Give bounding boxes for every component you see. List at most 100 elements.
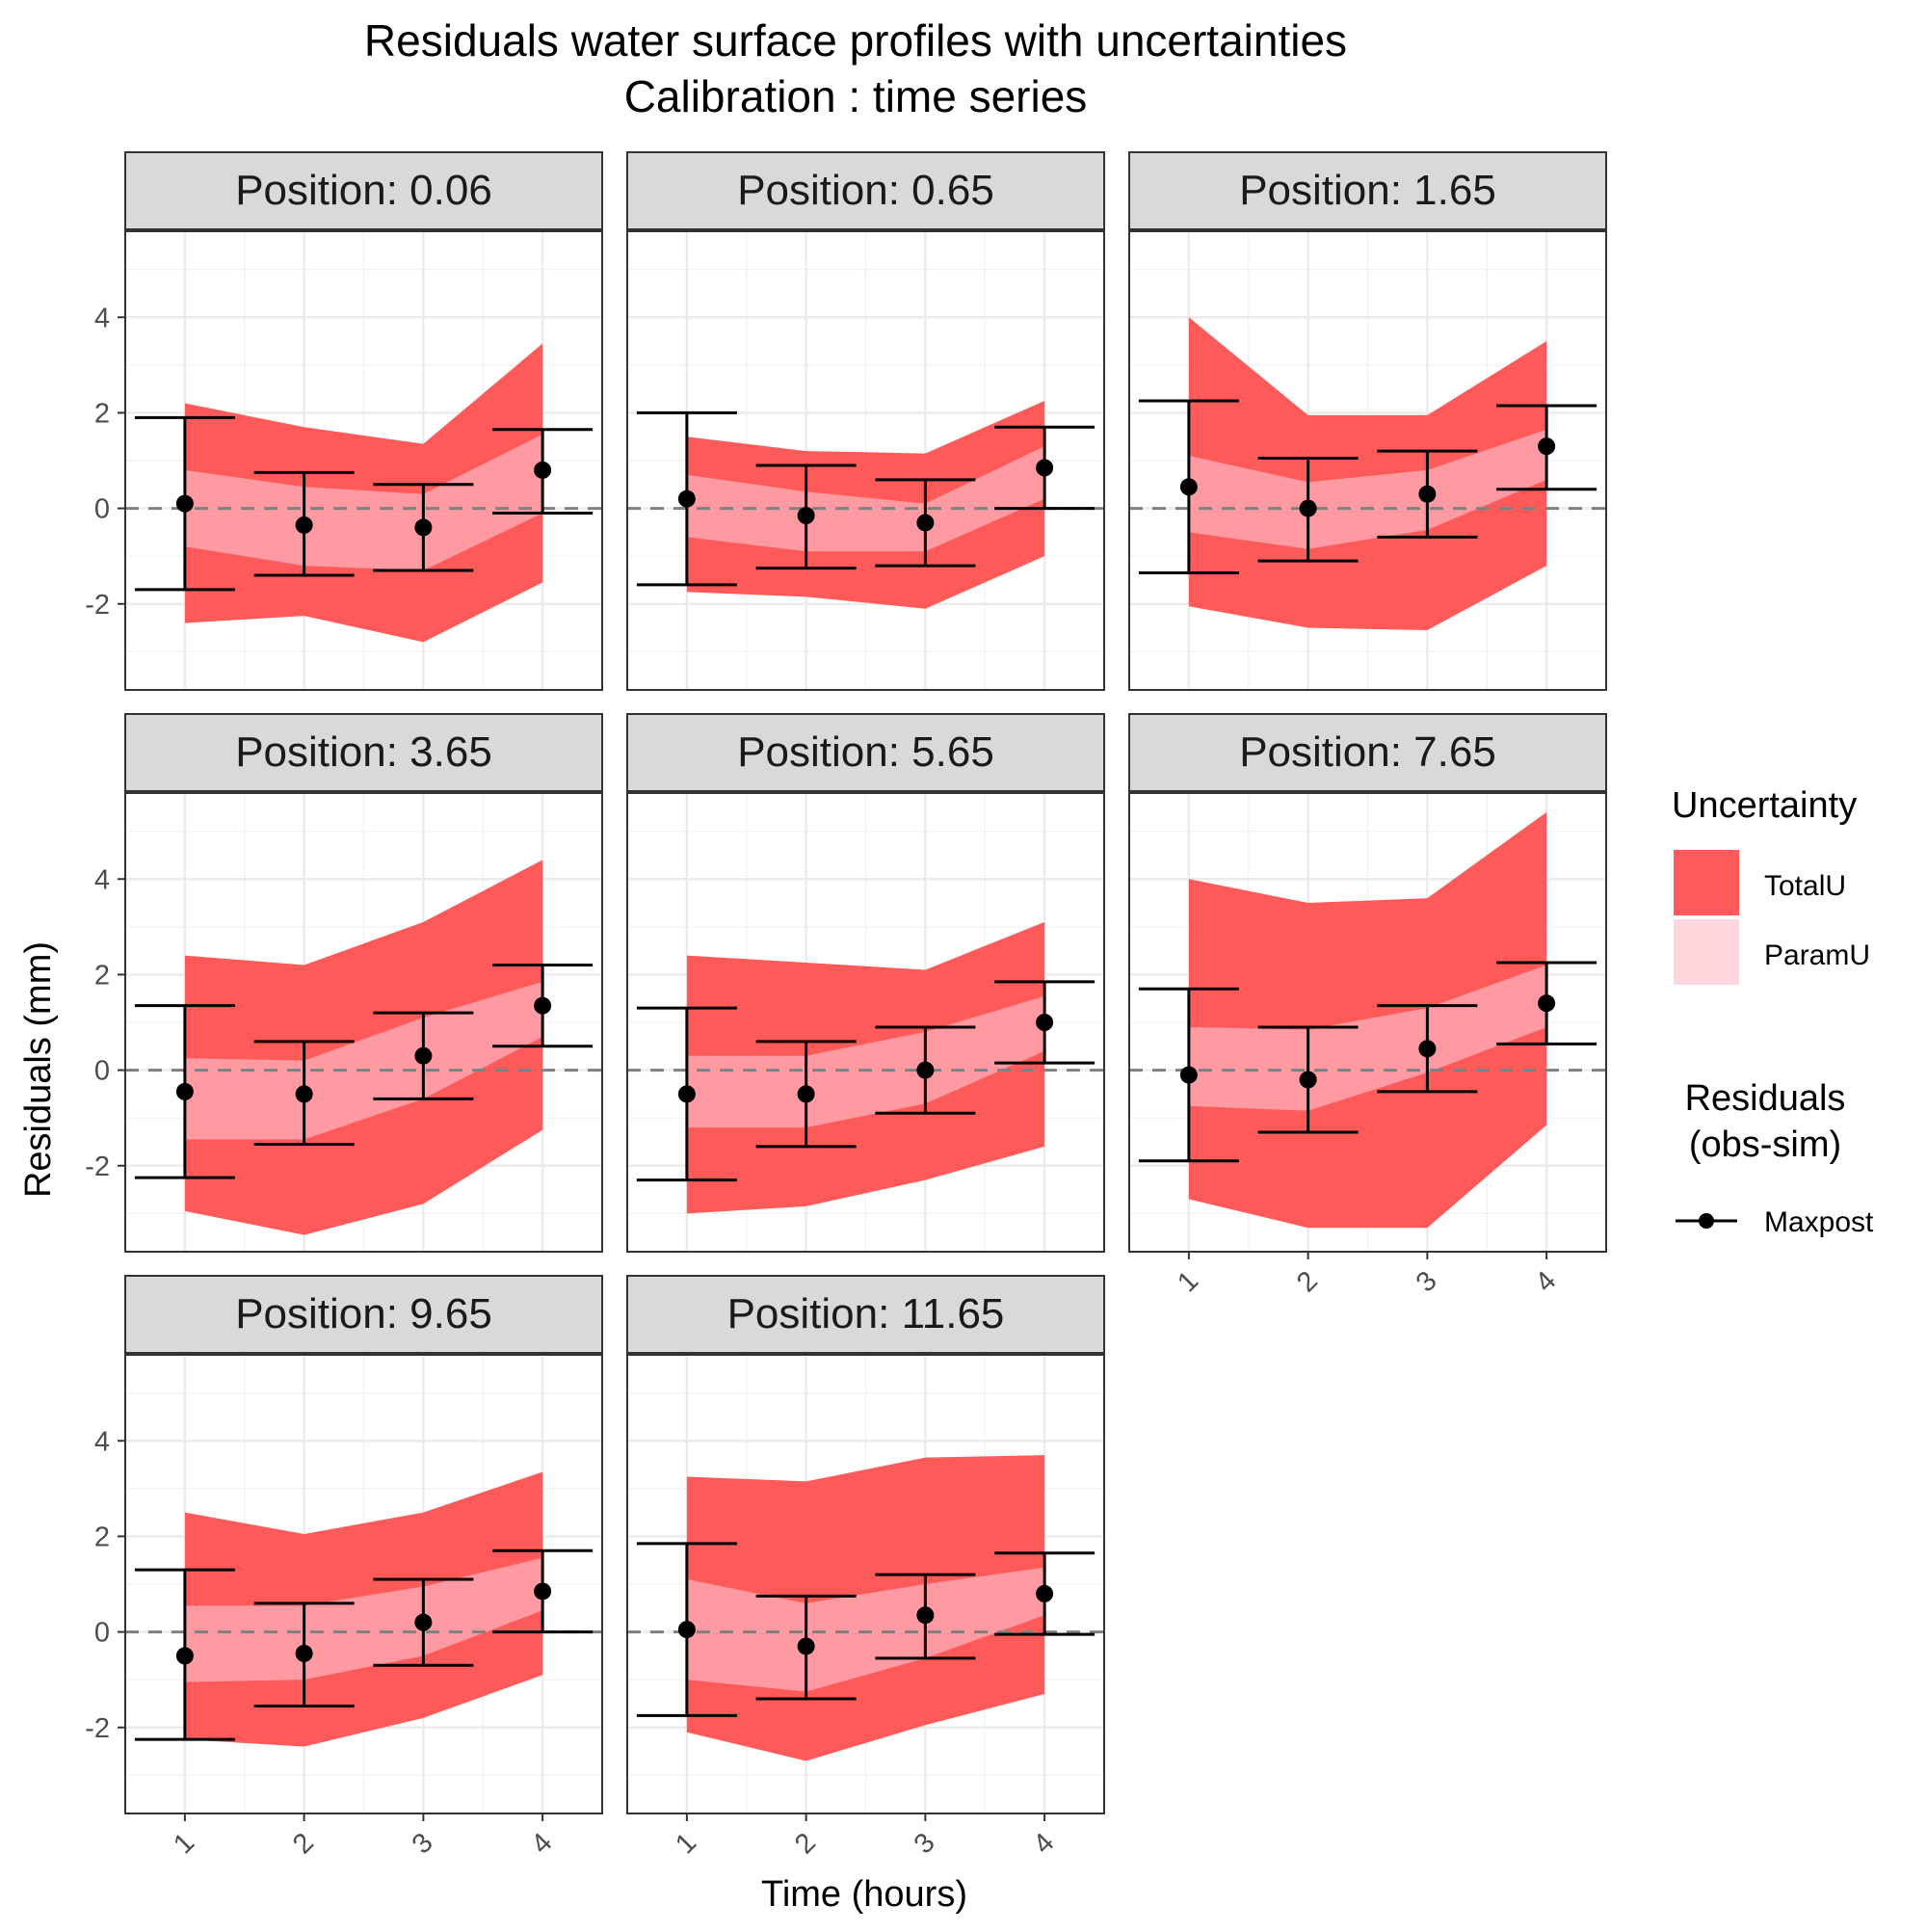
facet-panels: Position: 0.06 4 2 0 -2 Position: 0.65 Positio… xyxy=(85,151,1607,1860)
paramu-band xyxy=(184,434,543,571)
facet-strip xyxy=(124,713,603,792)
facet-strip-label: Position: 0.65 xyxy=(737,167,994,214)
legend-label-maxpost: Maxpost xyxy=(1764,1206,1874,1238)
maxpost-point xyxy=(414,1613,433,1631)
y-tick-label: -2 xyxy=(85,1151,110,1182)
maxpost-point xyxy=(677,1085,696,1103)
maxpost-point xyxy=(295,516,313,534)
facet-panel: Position: 5.65 xyxy=(626,713,1105,1253)
y-tick-label: 2 xyxy=(94,960,110,991)
facet-strip-label: Position: 3.65 xyxy=(235,728,492,776)
y-tick-label: 4 xyxy=(94,864,110,895)
panel-border xyxy=(1128,792,1607,1253)
maxpost-point xyxy=(1538,994,1556,1013)
maxpost-point xyxy=(797,1637,815,1655)
maxpost-point xyxy=(175,1647,194,1665)
maxpost-point xyxy=(677,490,696,508)
facet-strip-label: Position: 5.65 xyxy=(737,728,994,776)
panel-border xyxy=(626,792,1105,1253)
maxpost-point xyxy=(534,996,552,1015)
facet-strip-label: Position: 0.06 xyxy=(235,167,492,214)
panel-border xyxy=(124,230,603,691)
maxpost-point xyxy=(916,514,935,532)
paramu-band xyxy=(686,995,1045,1128)
facet-strip xyxy=(124,1275,603,1354)
maxpost-point xyxy=(797,507,815,525)
facet-strip xyxy=(626,713,1105,792)
legend-residuals-title: Residuals xyxy=(1685,1078,1846,1119)
panel-border xyxy=(626,230,1105,691)
facet-strip-label: Position: 11.65 xyxy=(727,1290,1005,1337)
y-tick-label: 4 xyxy=(94,1426,110,1457)
facet-strip-label: Position: 9.65 xyxy=(235,1290,492,1337)
x-axis-label: Time (hours) xyxy=(761,1874,967,1915)
legend-label-paramu: ParamU xyxy=(1764,940,1870,971)
paramu-band xyxy=(686,1567,1045,1692)
panel-border xyxy=(124,792,603,1253)
y-tick-label: 0 xyxy=(94,1056,110,1087)
y-tick-label: 2 xyxy=(94,398,110,429)
y-tick-label: 0 xyxy=(94,494,110,525)
facet-panel: Position: 0.65 xyxy=(626,151,1105,691)
facet-strip xyxy=(124,151,603,230)
maxpost-point xyxy=(797,1085,815,1103)
maxpost-point xyxy=(677,1621,696,1639)
panel-border xyxy=(124,1354,603,1814)
maxpost-point xyxy=(295,1085,313,1103)
maxpost-point xyxy=(414,518,433,537)
maxpost-point xyxy=(295,1644,313,1662)
maxpost-point xyxy=(1036,1584,1054,1602)
y-tick-label: -2 xyxy=(85,590,110,621)
facet-panel: Position: 7.651 2 3 4 xyxy=(1128,713,1607,1298)
y-axis-label: Residuals (mm) xyxy=(18,941,59,1198)
paramu-band xyxy=(184,1557,543,1682)
legend-label-totalu: TotalU xyxy=(1764,870,1846,902)
facet-strip xyxy=(626,151,1105,230)
maxpost-point xyxy=(1036,459,1054,477)
facet-strip xyxy=(626,1275,1105,1354)
paramu-band xyxy=(1188,965,1547,1111)
maxpost-point xyxy=(1299,499,1317,517)
facet-strip xyxy=(1128,713,1607,792)
facet-strip xyxy=(1128,151,1607,230)
y-tick-label: 0 xyxy=(94,1618,110,1649)
facet-panel: Position: 3.65 4 2 0 -2 xyxy=(85,713,603,1253)
maxpost-point xyxy=(1418,485,1437,503)
facet-panel: Position: 0.06 4 2 0 -2 xyxy=(85,151,603,691)
legend-uncertainty-title: Uncertainty xyxy=(1672,785,1857,826)
legend-residuals-title-line2: (obs-sim) xyxy=(1689,1125,1841,1165)
chart-subtitle: Calibration : time series xyxy=(624,71,1088,121)
maxpost-point xyxy=(534,461,552,479)
maxpost-point xyxy=(175,494,194,513)
panel-border xyxy=(1128,230,1607,691)
legend-maxpost-point xyxy=(1699,1213,1714,1229)
y-tick-label: 4 xyxy=(94,303,110,333)
facet-strip-label: Position: 7.65 xyxy=(1239,728,1496,776)
maxpost-point xyxy=(1179,478,1198,496)
panel-border xyxy=(626,1354,1105,1814)
maxpost-point xyxy=(1538,437,1556,456)
maxpost-point xyxy=(534,1582,552,1601)
paramu-band xyxy=(184,981,543,1140)
chart-title: Residuals water surface profiles with un… xyxy=(364,15,1347,66)
paramu-band xyxy=(686,446,1045,552)
maxpost-point xyxy=(1036,1014,1054,1031)
facet-panel: Position: 1.65 xyxy=(1128,151,1607,691)
maxpost-point xyxy=(414,1046,433,1065)
maxpost-point xyxy=(1418,1040,1437,1058)
legend: Uncertainty TotalU ParamU Residuals (obs… xyxy=(1672,785,1874,1238)
maxpost-point xyxy=(1179,1066,1198,1084)
maxpost-point xyxy=(175,1082,194,1100)
facet-strip-label: Position: 1.65 xyxy=(1239,167,1496,214)
legend-swatch-totalu xyxy=(1674,850,1739,915)
maxpost-point xyxy=(916,1061,935,1079)
facet-panel: Position: 11.651 2 3 4 xyxy=(626,1275,1105,1860)
maxpost-point xyxy=(916,1606,935,1625)
legend-swatch-paramu xyxy=(1674,919,1739,985)
maxpost-point xyxy=(1299,1071,1317,1089)
y-tick-label: -2 xyxy=(85,1713,110,1744)
y-tick-label: 2 xyxy=(94,1522,110,1552)
